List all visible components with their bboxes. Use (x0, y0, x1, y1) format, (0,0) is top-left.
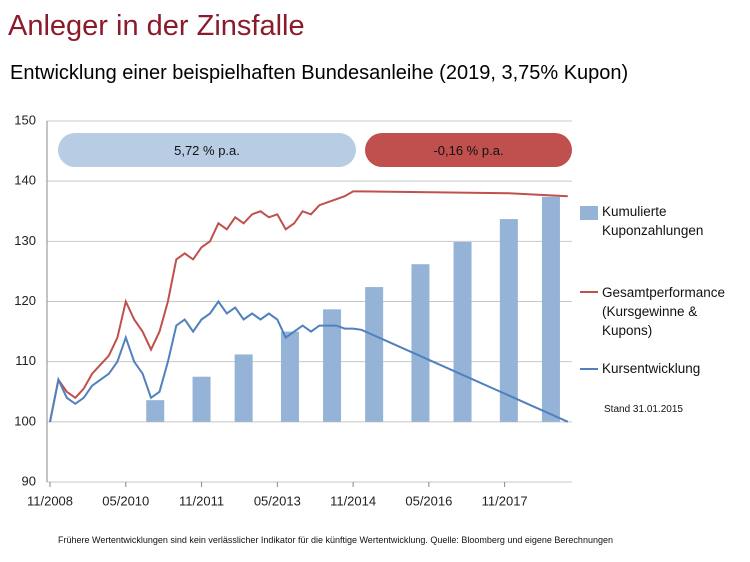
chart-title: Anleger in der Zinsfalle (8, 10, 305, 42)
x-tick-label: 05/2013 (254, 493, 301, 508)
x-tick-label: 05/2010 (102, 493, 149, 508)
footnote: Frühere Wertentwicklungen sind kein verl… (58, 535, 613, 545)
bar (146, 400, 165, 422)
y-tick-label: 130 (14, 233, 36, 248)
y-tick-label: 100 (14, 413, 36, 428)
x-tick-label: 05/2016 (405, 493, 452, 508)
bar (541, 196, 560, 422)
bar (280, 331, 299, 422)
x-tick-label: 11/2011 (179, 493, 224, 508)
y-tick-label: 110 (15, 353, 36, 368)
x-tick-label: 11/2017 (482, 493, 528, 508)
y-tick-label: 90 (22, 473, 36, 488)
bar (499, 219, 518, 422)
bar (192, 376, 211, 422)
line (49, 190, 568, 422)
legend-swatch (580, 206, 598, 220)
bar (323, 309, 342, 422)
legend-label: Kursentwicklung (602, 361, 701, 376)
y-tick-label: 140 (14, 173, 36, 188)
y-tick-label: 150 (14, 112, 36, 127)
bar (234, 354, 253, 422)
annotation-pill: 5,72 % p.a. (58, 133, 356, 167)
annotation-pill: -0,16 % p.a. (365, 133, 572, 167)
annotation: Stand 31.01.2015 (604, 404, 683, 415)
bar (365, 287, 384, 422)
legend-label: Kumulierte Kuponzahlungen (602, 204, 704, 238)
x-tick-label: 11/2008 (27, 493, 73, 508)
legend-label: Gesamtperformance (Kursgewinne & Kupons) (602, 285, 726, 338)
y-tick-label: 120 (14, 293, 36, 308)
bar (453, 241, 472, 422)
line (49, 299, 569, 423)
bar (411, 264, 430, 422)
chart-subtitle: Entwicklung einer beispielhaften Bundesa… (10, 62, 629, 84)
x-tick-label: 11/2014 (330, 493, 376, 508)
